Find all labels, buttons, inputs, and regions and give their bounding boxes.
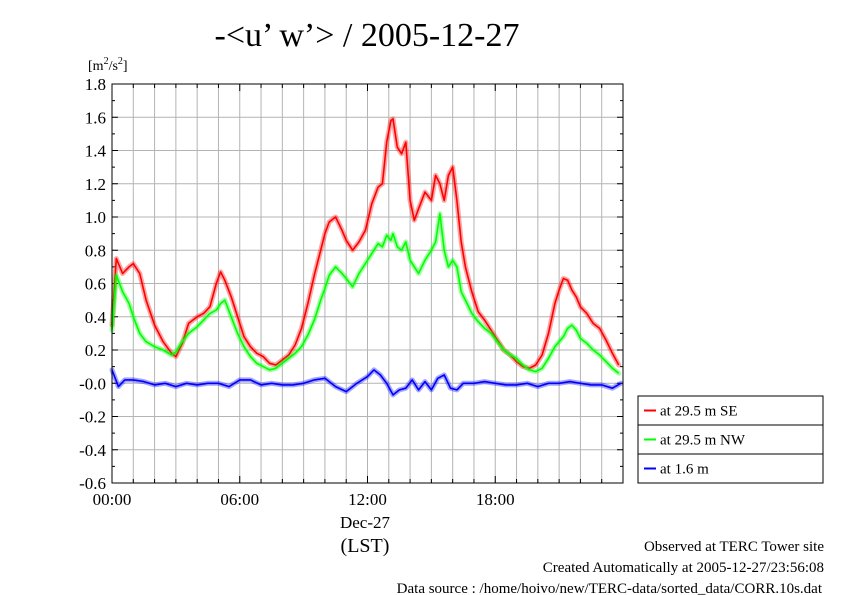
x-date-label: Dec-27 [340, 513, 391, 532]
y-tick-label: -0.2 [79, 408, 106, 427]
y-tick-label: 1.4 [85, 142, 107, 161]
x-tick-label: 18:00 [476, 490, 515, 509]
chart-title: -<u’ w’> / 2005-12-27 [215, 17, 520, 54]
y-tick-label: 0.4 [85, 308, 107, 327]
y-unit-part: /s [109, 59, 118, 74]
x-tick-label: 06:00 [220, 490, 259, 509]
y-tick-label: -0.6 [79, 474, 106, 493]
legend-label: at 1.6 m [660, 462, 709, 478]
y-unit-exponent: 2 [118, 56, 123, 67]
series-band [109, 367, 624, 398]
y-unit-part: [m [88, 59, 104, 74]
y-axis-unit-label: [m2/s2] [88, 56, 128, 74]
legend-box [637, 395, 824, 484]
legend-label: at 29.5 m NW [660, 433, 746, 449]
x-tick-labels: 00:00 06:00 12:00 18:00 [93, 490, 515, 509]
footer-site: Observed at TERC Tower site [644, 539, 824, 555]
x-axis-label: (LST) [341, 535, 390, 557]
y-tick-label: 0.6 [85, 275, 106, 294]
y-tick-label: 0.2 [85, 341, 106, 360]
y-tick-label: 1.2 [85, 175, 106, 194]
y-tick-label: 0.8 [85, 241, 106, 260]
y-tick-labels: -0.6 -0.4 -0.2 -0.0 0.2 0.4 0.6 0.8 1.0 1.2 1.4 1.6… [79, 75, 106, 493]
x-tick-label: 12:00 [348, 490, 387, 509]
y-unit-part: ] [123, 59, 128, 74]
y-unit-exponent: 2 [104, 56, 109, 67]
grid-lines [112, 83, 623, 484]
y-tick-label: -0.4 [79, 441, 106, 460]
footer-source: Data source : /home/hoivo/new/TERC-data/… [397, 581, 823, 595]
x-tick-label: 00:00 [93, 490, 132, 509]
legend-label: at 29.5 m SE [660, 404, 738, 420]
y-tick-label: 1.8 [85, 75, 106, 94]
footer-created: Created Automatically at 2005-12-27/23:5… [543, 560, 824, 576]
y-tick-label: -0.0 [79, 374, 106, 393]
series-line [111, 212, 620, 374]
plot-frame [111, 83, 624, 484]
series-line [111, 118, 620, 370]
series-line [111, 369, 622, 396]
y-tick-label: 1.0 [85, 208, 106, 227]
legend: at 29.5 m SE at 29.5 m NW at 1.6 m [637, 395, 824, 484]
y-tick-label: 1.6 [85, 108, 106, 127]
series-group [109, 116, 624, 398]
